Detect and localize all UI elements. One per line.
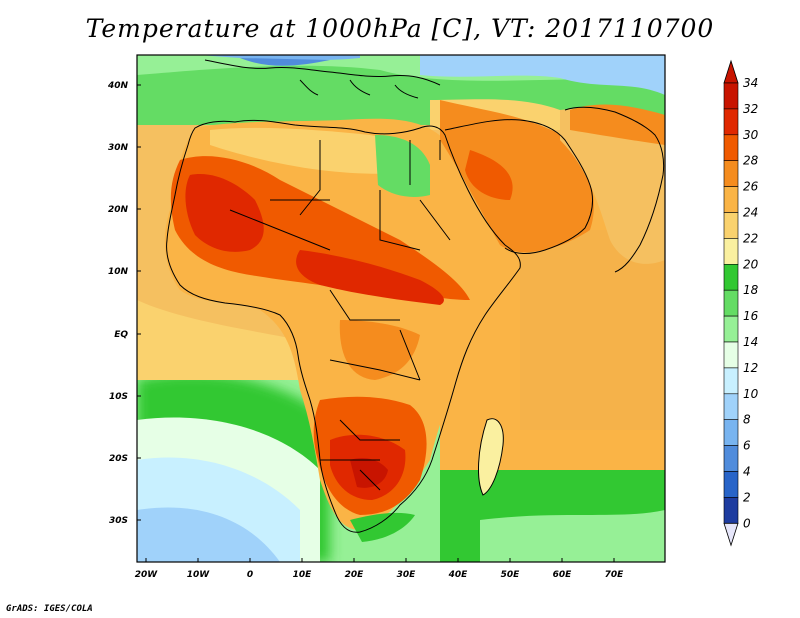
colorbar-label: 20 <box>743 257 759 271</box>
lon-label: 50E <box>501 570 521 580</box>
lat-label: 30S <box>109 516 128 526</box>
colorbar-label: 8 <box>743 413 751 427</box>
colorbar-label: 6 <box>743 439 751 453</box>
colorbar-segment <box>723 238 739 265</box>
colorbar-label: 28 <box>743 154 759 168</box>
colorbar-segment <box>723 212 739 239</box>
colorbar-segment <box>723 315 739 343</box>
colorbar-label: 2 <box>743 490 751 504</box>
colorbar-segment <box>723 160 739 187</box>
lat-label: 30N <box>108 143 129 153</box>
longitude-axis: 20W 10W 0 10E 20E 30E 40E 50E 60E 70E <box>135 558 624 580</box>
lat-label: EQ <box>114 330 128 340</box>
coastlines <box>166 59 665 533</box>
colorbar-label: 34 <box>743 76 758 90</box>
colorbar-label: 30 <box>743 128 759 142</box>
colorbar-segment <box>723 497 739 524</box>
chart-title: Temperature at 1000hPa [C], VT: 20171107… <box>85 14 715 43</box>
colorbar-label: 18 <box>743 283 759 297</box>
colorbar-label: 24 <box>743 206 758 220</box>
lat-label: 40N <box>107 81 129 91</box>
colorbar-label: 10 <box>743 387 759 401</box>
colorbar-label: 32 <box>743 102 758 116</box>
colorbar-segment <box>723 186 739 213</box>
temperature-field <box>137 55 665 562</box>
colorbar-label: 12 <box>743 361 758 375</box>
colorbar-segment <box>723 341 739 369</box>
colorbar-segment <box>723 134 739 162</box>
lat-label: 10S <box>109 392 128 402</box>
lon-label: 70E <box>605 570 625 580</box>
colorbar-segment <box>723 367 739 395</box>
lon-label: 0 <box>247 570 253 580</box>
lat-label: 20N <box>108 205 129 215</box>
colorbar-label: 26 <box>743 180 759 194</box>
colorbar-segment <box>723 445 739 472</box>
map-frame <box>136 54 666 563</box>
lon-label: 20W <box>135 570 159 580</box>
lon-label: 20E <box>345 570 365 580</box>
colorbar-top-arrow <box>723 59 739 84</box>
colorbar-label: 22 <box>743 231 758 245</box>
lat-label: 10N <box>108 267 129 277</box>
colorbar-segment <box>723 82 739 110</box>
lon-label: 30E <box>397 570 417 580</box>
colorbar-label: 14 <box>743 335 758 349</box>
lon-label: 10E <box>293 570 313 580</box>
grads-credit: GrADS: IGES/COLA <box>6 604 93 614</box>
colorbar-segment <box>723 419 739 446</box>
lon-label: 40E <box>448 570 469 580</box>
colorbar-bottom-arrow <box>723 522 739 547</box>
colorbar-segment <box>723 471 739 498</box>
colorbar-label: 0 <box>743 516 751 530</box>
latitude-axis: 40N 30N 20N 10N EQ 10S 20S 30S <box>107 81 141 526</box>
colorbar-segment <box>723 289 739 317</box>
lon-label: 60E <box>553 570 573 580</box>
colorbar-label: 4 <box>743 465 751 479</box>
colorbar-segment <box>723 108 739 136</box>
lon-label: 10W <box>187 570 211 580</box>
colorbar-label: 16 <box>743 309 759 323</box>
colorbar-segment <box>723 263 739 291</box>
colorbar-segment <box>723 393 739 420</box>
lat-label: 20S <box>109 454 128 464</box>
